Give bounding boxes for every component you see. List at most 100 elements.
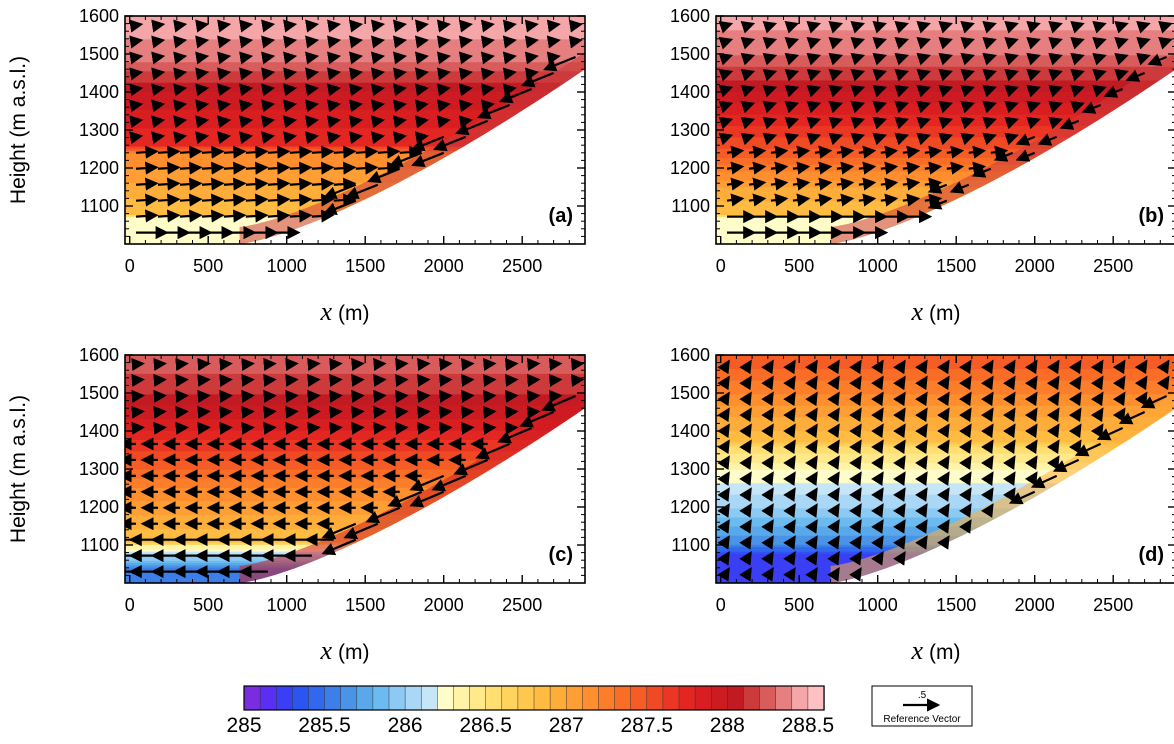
wind-arrow [1026, 36, 1041, 50]
wind-arrow [348, 99, 364, 113]
wind-arrow [893, 423, 906, 439]
temp-band [125, 494, 585, 497]
wind-arrow [417, 421, 431, 435]
wind-arrow [460, 405, 475, 419]
wind-arrow [480, 67, 495, 81]
wind-arrow [367, 167, 401, 184]
wind-arrow [542, 56, 576, 72]
wind-arrow [981, 503, 994, 518]
wind-arrow [902, 145, 921, 159]
wind-arrow [805, 519, 818, 534]
temp-band [125, 127, 585, 131]
wind-arrow [726, 193, 745, 207]
wind-arrow [546, 35, 561, 49]
wind-arrow [1114, 68, 1129, 82]
wind-arrow [173, 35, 188, 49]
wind-arrow [1037, 133, 1058, 146]
wind-arrow [938, 132, 953, 146]
wind-arrow [482, 357, 497, 372]
x-tick-label: 1000 [267, 256, 307, 276]
temp-band [716, 16, 1174, 19]
wind-arrow [1048, 100, 1063, 114]
colorbar-swatch [437, 685, 455, 711]
wind-arrow [436, 35, 451, 49]
wind-arrow [717, 407, 730, 423]
x-axis-unit: (m) [929, 641, 960, 664]
wind-arrow [131, 405, 145, 419]
wind-arrow [915, 455, 928, 470]
wind-arrow [129, 115, 144, 129]
wind-arrow [333, 193, 357, 207]
wind-arrow [806, 116, 822, 130]
wind-arrow [762, 68, 778, 82]
wind-arrow [135, 209, 159, 223]
wind-arrow [267, 193, 291, 207]
temp-band [125, 464, 585, 468]
y-tick-label: 1300 [670, 120, 710, 140]
wind-arrow [455, 119, 489, 136]
wind-arrow [850, 52, 866, 66]
colorbar-swatch [759, 685, 777, 711]
wind-arrow [959, 391, 972, 407]
wind-arrow [217, 83, 232, 97]
y-tick-label: 1300 [79, 120, 119, 140]
wind-arrow [982, 68, 997, 82]
wind-arrow [436, 115, 451, 129]
wind-arrow [871, 471, 884, 486]
wind-arrow [739, 519, 752, 534]
wind-arrow [201, 161, 225, 175]
wind-arrow [1092, 68, 1107, 82]
wind-arrow [959, 471, 972, 486]
wind-arrow [981, 423, 994, 439]
wind-arrow [151, 35, 166, 49]
wind-arrow [726, 161, 745, 175]
wind-arrow [740, 68, 756, 82]
wind-arrow [480, 19, 495, 33]
wind-arrow [849, 519, 862, 534]
wind-arrow [153, 357, 167, 372]
wind-arrow [263, 373, 277, 387]
wind-arrow [783, 487, 796, 502]
wind-arrow [937, 407, 950, 423]
wind-arrow [239, 35, 254, 49]
wind-arrow [348, 67, 364, 81]
wind-arrow [217, 51, 232, 65]
wind-arrow [761, 407, 774, 423]
slope-boundary-layer [239, 391, 585, 583]
wind-arrow [321, 522, 357, 540]
temp-band [125, 498, 585, 502]
wind-arrow [850, 36, 866, 50]
wind-arrow [827, 439, 840, 455]
wind-arrow [871, 455, 884, 470]
wind-arrow [915, 359, 928, 375]
temp-band [125, 386, 585, 390]
wind-arrow [305, 115, 320, 129]
wind-arrow [283, 51, 298, 65]
wind-arrow [1048, 116, 1063, 130]
colorbar-swatch [775, 685, 793, 711]
wind-arrow [894, 68, 909, 82]
wind-arrow [784, 100, 800, 114]
colorbar-swatch [388, 685, 406, 711]
temp-band [125, 482, 585, 486]
wind-arrow [927, 181, 948, 194]
wind-arrow [348, 35, 364, 49]
wind-arrow [305, 131, 320, 145]
wind-arrow [981, 407, 994, 423]
slope-boundary-layer [830, 53, 1174, 244]
wind-arrow [893, 551, 906, 566]
colorbar-label: 287 [549, 714, 584, 737]
x-tick-label: 2000 [1015, 256, 1055, 276]
x-axis-label: x (m) [910, 297, 960, 326]
wind-arrow [348, 83, 364, 97]
wind-arrow [849, 455, 862, 470]
wind-arrow [902, 193, 921, 207]
wind-arrow [849, 567, 862, 582]
wind-arrow [173, 83, 188, 97]
wind-arrow [981, 439, 994, 455]
wind-arrow [959, 423, 972, 439]
wind-arrow [827, 423, 840, 439]
wind-arrow [740, 20, 756, 34]
wind-arrow [761, 391, 774, 407]
wind-arrow [129, 51, 144, 65]
